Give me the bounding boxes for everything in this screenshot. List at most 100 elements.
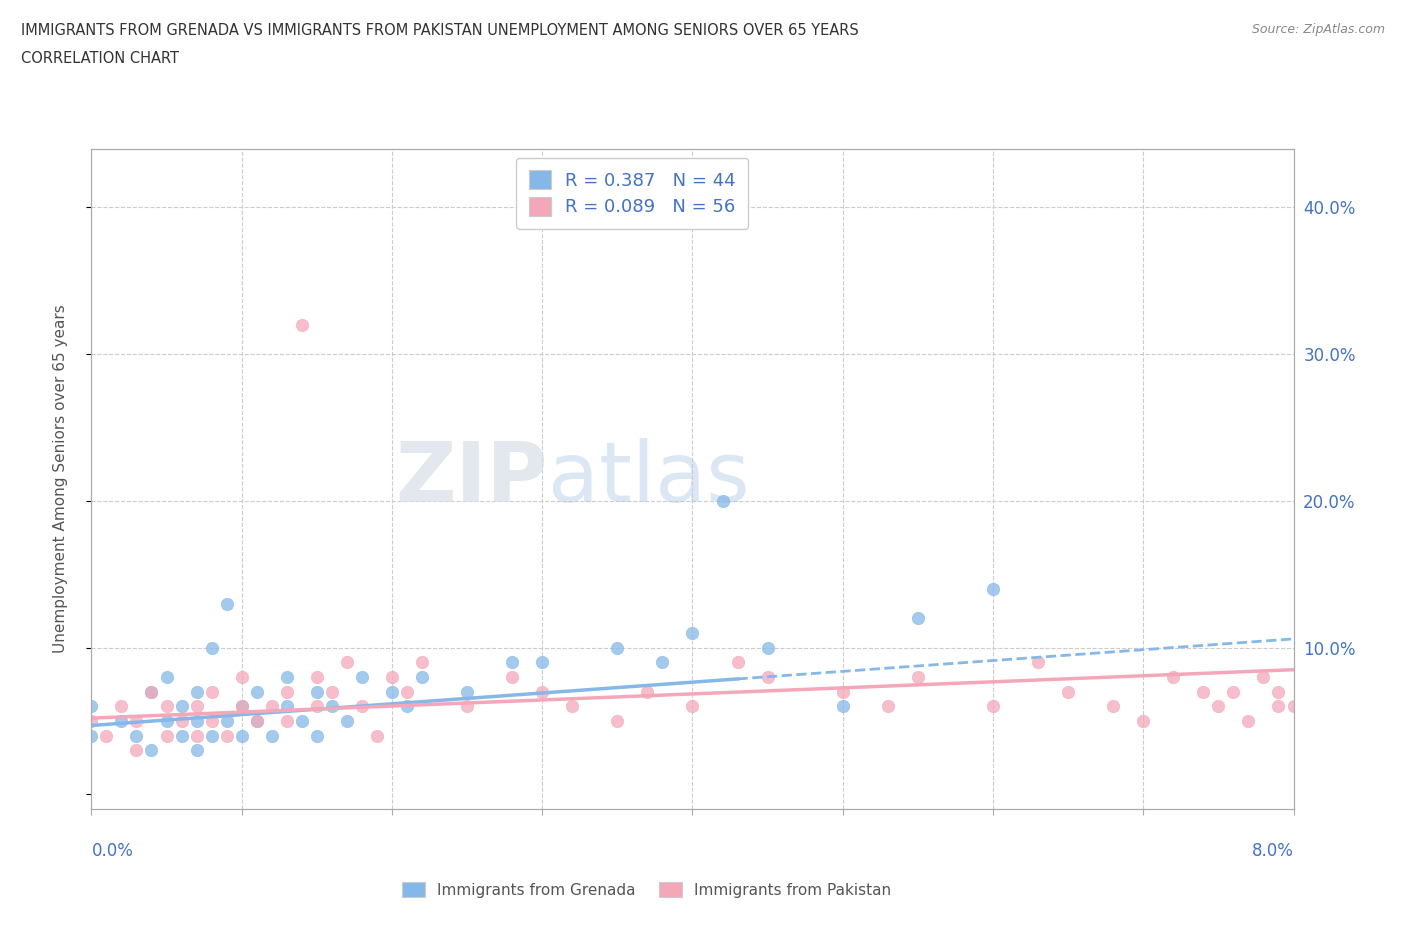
- Point: [186, 728, 208, 743]
- Text: 8.0%: 8.0%: [1251, 842, 1294, 860]
- Point: [681, 626, 703, 641]
- Point: [215, 713, 238, 728]
- Point: [395, 684, 418, 699]
- Point: [291, 713, 314, 728]
- Point: [276, 684, 298, 699]
- Point: [907, 670, 929, 684]
- Point: [246, 713, 269, 728]
- Point: [1267, 699, 1289, 714]
- Point: [201, 713, 224, 728]
- Point: [186, 743, 208, 758]
- Point: [141, 743, 163, 758]
- Legend: Immigrants from Grenada, Immigrants from Pakistan: Immigrants from Grenada, Immigrants from…: [396, 875, 897, 904]
- Point: [366, 728, 388, 743]
- Point: [831, 699, 853, 714]
- Point: [981, 581, 1004, 596]
- Point: [831, 684, 853, 699]
- Point: [141, 684, 163, 699]
- Point: [321, 699, 343, 714]
- Point: [1161, 670, 1184, 684]
- Point: [981, 699, 1004, 714]
- Point: [350, 699, 373, 714]
- Point: [231, 699, 253, 714]
- Point: [155, 713, 177, 728]
- Point: [1222, 684, 1244, 699]
- Text: Source: ZipAtlas.com: Source: ZipAtlas.com: [1251, 23, 1385, 36]
- Point: [260, 699, 283, 714]
- Point: [1267, 684, 1289, 699]
- Point: [727, 655, 749, 670]
- Point: [336, 713, 359, 728]
- Text: CORRELATION CHART: CORRELATION CHART: [21, 51, 179, 66]
- Legend: R = 0.387   N = 44, R = 0.089   N = 56: R = 0.387 N = 44, R = 0.089 N = 56: [516, 158, 748, 229]
- Point: [155, 699, 177, 714]
- Point: [1102, 699, 1125, 714]
- Point: [141, 684, 163, 699]
- Point: [501, 655, 523, 670]
- Point: [201, 728, 224, 743]
- Point: [305, 728, 328, 743]
- Point: [907, 611, 929, 626]
- Point: [170, 713, 193, 728]
- Point: [231, 728, 253, 743]
- Point: [756, 640, 779, 655]
- Point: [381, 670, 404, 684]
- Point: [155, 728, 177, 743]
- Point: [381, 684, 404, 699]
- Point: [276, 670, 298, 684]
- Point: [305, 670, 328, 684]
- Point: [1192, 684, 1215, 699]
- Point: [1237, 713, 1260, 728]
- Text: ZIP: ZIP: [395, 438, 548, 520]
- Point: [305, 684, 328, 699]
- Point: [411, 670, 433, 684]
- Point: [681, 699, 703, 714]
- Point: [305, 699, 328, 714]
- Point: [876, 699, 898, 714]
- Point: [96, 728, 118, 743]
- Point: [606, 713, 628, 728]
- Point: [231, 699, 253, 714]
- Point: [636, 684, 658, 699]
- Point: [456, 684, 478, 699]
- Point: [201, 640, 224, 655]
- Point: [170, 699, 193, 714]
- Text: atlas: atlas: [548, 438, 749, 520]
- Point: [231, 670, 253, 684]
- Point: [501, 670, 523, 684]
- Text: IMMIGRANTS FROM GRENADA VS IMMIGRANTS FROM PAKISTAN UNEMPLOYMENT AMONG SENIORS O: IMMIGRANTS FROM GRENADA VS IMMIGRANTS FR…: [21, 23, 859, 38]
- Point: [531, 655, 554, 670]
- Point: [321, 684, 343, 699]
- Point: [186, 699, 208, 714]
- Point: [246, 684, 269, 699]
- Point: [1208, 699, 1230, 714]
- Point: [125, 713, 148, 728]
- Point: [350, 670, 373, 684]
- Point: [291, 317, 314, 332]
- Point: [1253, 670, 1275, 684]
- Text: 0.0%: 0.0%: [91, 842, 134, 860]
- Point: [561, 699, 583, 714]
- Point: [1026, 655, 1049, 670]
- Point: [276, 713, 298, 728]
- Point: [606, 640, 628, 655]
- Point: [756, 670, 779, 684]
- Point: [80, 713, 103, 728]
- Point: [201, 684, 224, 699]
- Point: [711, 494, 734, 509]
- Point: [651, 655, 673, 670]
- Point: [411, 655, 433, 670]
- Point: [1282, 699, 1305, 714]
- Point: [170, 728, 193, 743]
- Point: [215, 728, 238, 743]
- Point: [276, 699, 298, 714]
- Point: [1057, 684, 1080, 699]
- Point: [125, 728, 148, 743]
- Point: [110, 713, 132, 728]
- Point: [1132, 713, 1154, 728]
- Point: [125, 743, 148, 758]
- Point: [260, 728, 283, 743]
- Point: [456, 699, 478, 714]
- Point: [531, 684, 554, 699]
- Point: [186, 713, 208, 728]
